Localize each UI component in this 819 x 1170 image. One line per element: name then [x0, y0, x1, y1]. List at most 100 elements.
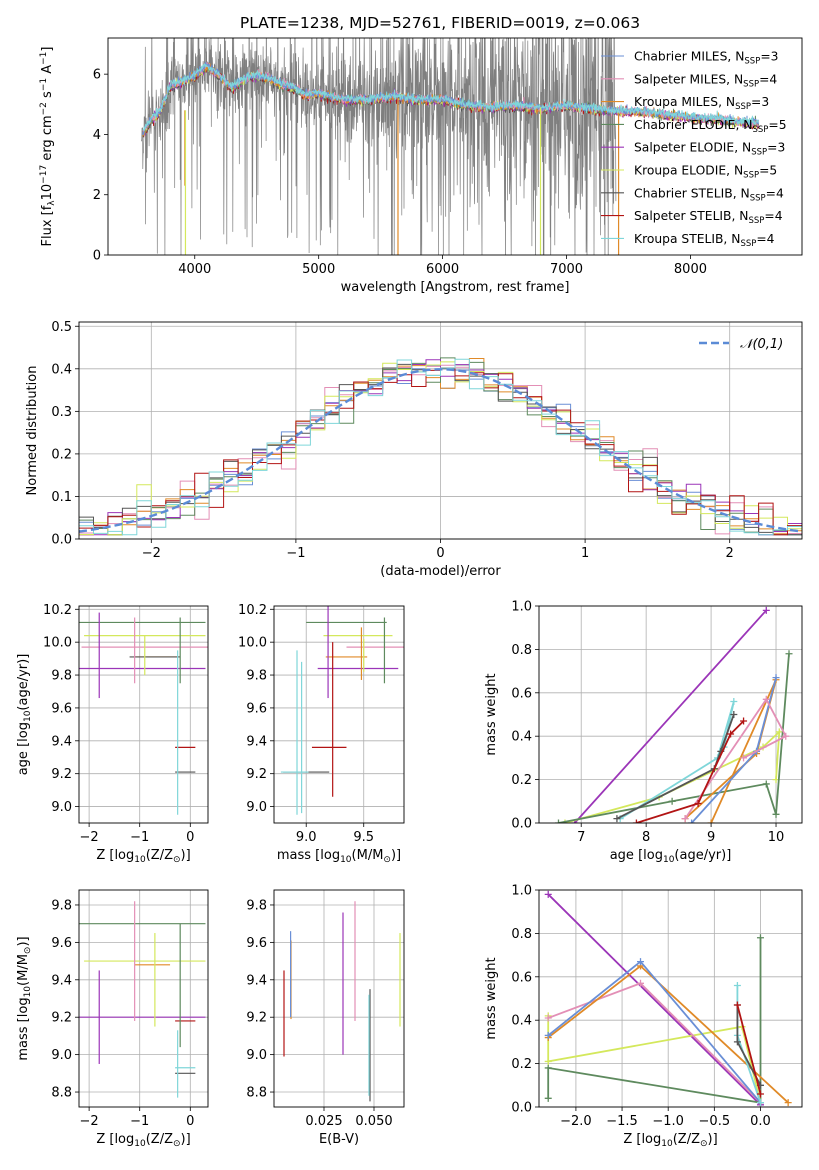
plus-marker — [681, 815, 689, 823]
series-line-salpeter-miles — [684, 697, 788, 820]
legend-entry: Salpeter MILES, NSSP=4 — [634, 72, 777, 89]
model-line-chabrier-miles — [142, 61, 759, 136]
errorbars — [283, 901, 401, 1102]
y-tick-label: 10.0 — [43, 636, 72, 651]
ebv-mass-panel: 0.025 0.050 8.8 9.0 9.2 9.4 9.6 9.8 E(B-V) — [246, 889, 405, 1147]
x-tick-label: 6000 — [426, 262, 459, 277]
y-tick-label: 0.2 — [511, 773, 532, 788]
y-tick-label: 9.0 — [246, 800, 267, 815]
y-tick-label: 0.0 — [511, 817, 532, 832]
plus-marker — [782, 732, 790, 740]
plus-marker — [762, 606, 770, 614]
plus-marker — [544, 890, 552, 898]
axes-frame — [538, 889, 803, 1108]
x-axis-label: E(B-V) — [319, 1132, 359, 1147]
x-axis-label: mass [log10​(M/M⊙​)] — [277, 848, 401, 865]
Z-massweight-panel: −2.0 −1.5 −1.0 −0.5 0.0 0.0 0.2 0.4 0.6 0.8 1.0 Z [… — [484, 884, 803, 1149]
series-line-salpeter-elodie — [574, 609, 767, 823]
x-tick-label: −1 — [130, 830, 149, 845]
y-tick-label: 10.2 — [238, 603, 267, 618]
histogram-step-kroupa-miles — [79, 358, 802, 536]
series-lines — [554, 606, 793, 823]
y-tick-label: 0.4 — [511, 1014, 532, 1029]
plus-marker — [740, 754, 748, 762]
series-line-salpeter-stelib — [736, 1004, 762, 1095]
plus-marker — [756, 1090, 764, 1098]
residuals-panel: −2 −1 0 1 2 0.0 0.1 0.2 0.3 0.4 0.5 (data-model)/er… — [25, 320, 803, 579]
plus-marker — [733, 1038, 741, 1046]
plus-marker — [554, 819, 562, 823]
model-line-kroupa-stelib — [142, 62, 759, 131]
plus-marker — [756, 934, 764, 942]
plus-marker — [762, 780, 770, 788]
plus-marker — [733, 1001, 741, 1009]
y-tick-label: 0.2 — [51, 447, 72, 462]
errorbars — [79, 612, 208, 815]
x-axis-label: age [log10​(age/yr)] — [610, 848, 732, 865]
y-axis-label: Normed distribution — [25, 366, 40, 496]
series-line-salpeter-elodie — [547, 893, 762, 1106]
x-tick-label: 8000 — [674, 262, 707, 277]
gaussian-curve — [79, 368, 800, 533]
x-tick-label: 9 — [707, 830, 715, 845]
x-axis-label: Z [log10​(Z/Z⊙​)] — [623, 1132, 717, 1149]
y-tick-label: 1.0 — [511, 884, 532, 899]
series-line-chabrier-elodie — [547, 937, 762, 1104]
series-line-kroupa-elodie — [547, 1015, 762, 1103]
y-tick-label: 9.8 — [51, 898, 72, 913]
plus-marker — [733, 981, 741, 989]
plus-marker — [544, 1094, 552, 1102]
y-tick-label: 9.6 — [51, 936, 72, 951]
x-tick-label: 5000 — [302, 262, 335, 277]
x-tick-label: 8 — [642, 830, 650, 845]
y-tick-label: 4 — [93, 128, 101, 143]
figure-title: PLATE=1238, MJD=52761, FIBERID=0019, z=0… — [240, 14, 640, 32]
x-tick-label: 0.025 — [305, 1114, 342, 1129]
plus-marker — [772, 674, 780, 682]
y-tick-label: 9.2 — [246, 767, 267, 782]
x-tick-label: −1 — [130, 1114, 149, 1129]
axes-frame — [273, 889, 405, 1108]
y-tick-label: 9.0 — [246, 1048, 267, 1063]
data-line — [141, 38, 617, 255]
axes-frame — [107, 37, 803, 256]
spectrum-panel: 4000 5000 6000 7000 8000 0 2 4 6 wavelength [Angs… — [39, 37, 803, 295]
y-axis-label: age [log10​(age/yr)] — [16, 654, 33, 776]
plus-marker — [694, 799, 702, 807]
legend: Chabrier MILES, NSSP=3 Salpeter MILES, NS… — [601, 50, 787, 249]
legend-entry: Chabrier MILES, NSSP=3 — [634, 50, 778, 67]
x-tick-label: −2 — [80, 830, 99, 845]
errorbars — [280, 606, 404, 815]
y-tick-label: 9.2 — [246, 1011, 267, 1026]
y-tick-label: 1.0 — [511, 600, 532, 615]
y-tick-label: 9.6 — [246, 936, 267, 951]
legend-entry: 𝒩(0,1) — [740, 337, 783, 352]
y-tick-label: 9.8 — [246, 898, 267, 913]
y-tick-label: 0.4 — [51, 362, 72, 377]
plus-marker — [730, 697, 738, 705]
x-tick-label: −2 — [142, 546, 161, 561]
x-tick-label: 0 — [436, 546, 444, 561]
x-tick-label: 1 — [581, 546, 589, 561]
series-line-chabrier-stelib — [616, 714, 735, 820]
axes-frame — [78, 889, 209, 1108]
axes-frame — [78, 605, 209, 824]
plus-marker — [688, 819, 696, 823]
y-axis-label: mass weight — [484, 957, 499, 1039]
y-tick-label: 9.8 — [246, 669, 267, 684]
y-tick-label: 6 — [93, 68, 101, 83]
y-axis-label: mass [log10​(M/M⊙​)] — [16, 936, 33, 1060]
plus-marker — [544, 1064, 552, 1072]
x-axis-label: (data-model)/error — [380, 564, 501, 579]
legend-entry: Kroupa MILES, NSSP=3 — [634, 95, 769, 112]
plus-marker — [668, 797, 676, 805]
x-tick-label: −1.0 — [652, 1114, 684, 1129]
legend-entry: Chabrier STELIB, NSSP=4 — [634, 186, 784, 203]
x-tick-label: 10 — [768, 830, 785, 845]
plus-marker — [775, 728, 783, 736]
plus-marker — [632, 819, 640, 823]
x-tick-label: −0.5 — [699, 1114, 731, 1129]
plus-marker — [544, 1014, 552, 1022]
histogram-step-kroupa-stelib — [79, 358, 802, 536]
